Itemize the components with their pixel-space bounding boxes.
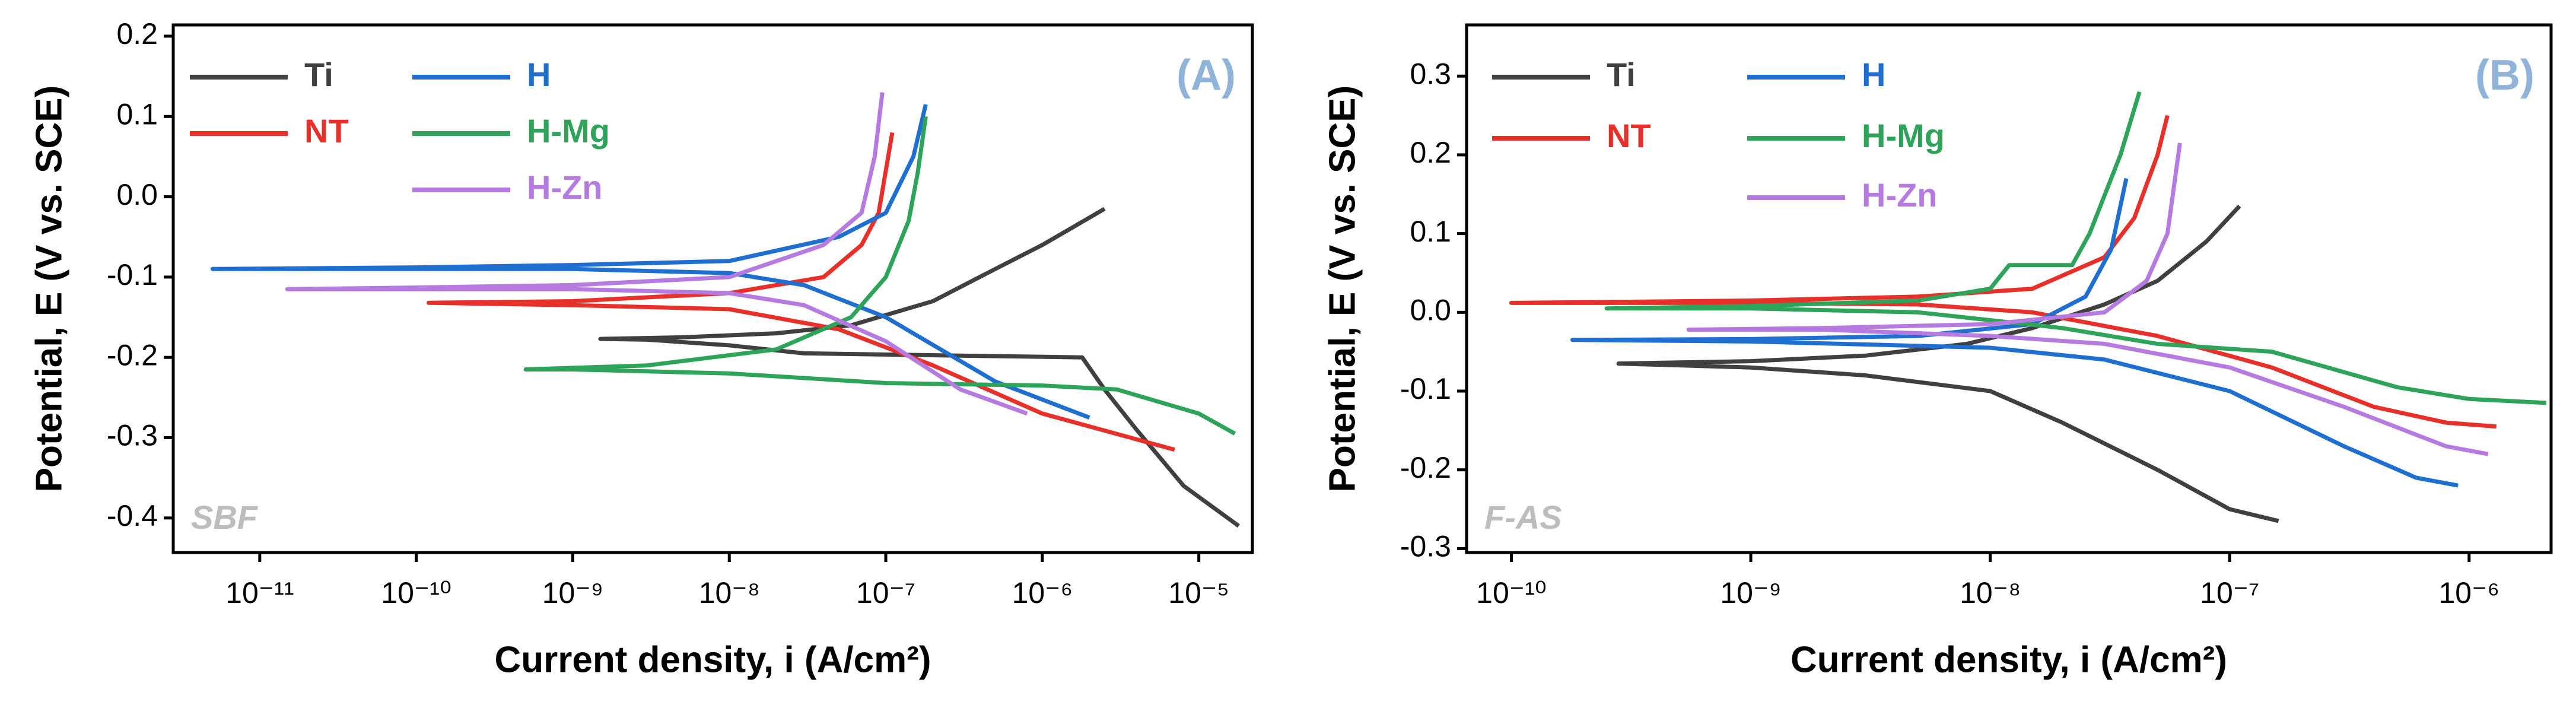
legend-label: H xyxy=(527,56,551,93)
curve xyxy=(598,207,1241,528)
legend-label: Ti xyxy=(1607,56,1636,93)
y-tick-label: -0.1 xyxy=(107,258,158,291)
legend-label: H-Mg xyxy=(527,112,610,150)
plot-frame xyxy=(1465,23,2553,554)
panel-label: (B) xyxy=(2475,52,2534,99)
y-tick-label: 0.3 xyxy=(1410,57,1451,90)
x-tick-label: 10⁻⁶ xyxy=(2439,576,2500,609)
y-tick-label: -0.2 xyxy=(1400,451,1451,484)
legend-label: Ti xyxy=(304,56,333,93)
curve xyxy=(1616,204,2279,523)
curve xyxy=(1686,142,2489,456)
y-tick-label: 0.2 xyxy=(1410,136,1451,169)
annotation: F-AS xyxy=(1484,499,1562,536)
x-tick-label: 10⁻⁵ xyxy=(1168,576,1229,609)
y-tick-label: 0.2 xyxy=(116,17,158,50)
y-axis-title: Potential, E (V vs. SCE) xyxy=(1322,85,1363,493)
y-tick-label: 0.0 xyxy=(1410,294,1451,327)
x-tick-label: 10⁻¹⁰ xyxy=(381,576,451,609)
y-tick-label: -0.4 xyxy=(107,499,158,532)
y-axis-title: Potential, E (V vs. SCE) xyxy=(28,85,69,493)
annotation: SBF xyxy=(191,499,259,536)
legend-label: NT xyxy=(1607,117,1651,154)
x-tick-label: 10⁻⁷ xyxy=(856,576,915,609)
legend-label: H-Mg xyxy=(1862,117,1945,154)
y-tick-label: 0.0 xyxy=(116,178,158,211)
y-tick-label: -0.1 xyxy=(1400,372,1451,405)
x-axis-title: Current density, i (A/cm²) xyxy=(494,639,931,680)
curve xyxy=(210,104,1090,420)
y-tick-label: -0.3 xyxy=(1400,530,1451,563)
x-tick-label: 10⁻⁹ xyxy=(542,576,603,609)
curve xyxy=(427,132,1175,452)
curve xyxy=(523,116,1236,436)
curve xyxy=(1604,91,2546,405)
y-tick-label: 0.1 xyxy=(1410,215,1451,248)
plot-frame xyxy=(171,23,1254,554)
panel: -0.4 -0.3 -0.2 -0.1 0.0 0.1 0.2 10⁻¹¹ 10⁻¹⁰ 10⁻⁹ 1… xyxy=(28,17,1254,680)
legend-label: H-Zn xyxy=(527,169,603,206)
curve xyxy=(1570,177,2459,488)
panel: -0.3 -0.2 -0.1 0.0 0.1 0.2 0.3 10⁻¹⁰ 10⁻⁹ 10⁻⁸ 10⁻… xyxy=(1322,23,2553,680)
legend-label: H-Zn xyxy=(1862,176,1938,214)
x-tick-label: 10⁻⁶ xyxy=(1012,576,1073,609)
panel-label: (A) xyxy=(1176,52,1236,99)
curve xyxy=(285,92,1028,416)
x-axis-title: Current density, i (A/cm²) xyxy=(1791,639,2227,680)
x-tick-label: 10⁻⁸ xyxy=(1960,576,2021,609)
legend-label: H xyxy=(1862,56,1885,93)
y-tick-label: -0.3 xyxy=(107,419,158,452)
x-tick-label: 10⁻⁹ xyxy=(1720,576,1781,609)
y-tick-label: 0.1 xyxy=(116,97,158,131)
y-tick-label: -0.2 xyxy=(107,338,158,372)
legend-label: NT xyxy=(304,112,349,150)
x-tick-label: 10⁻¹⁰ xyxy=(1476,576,1547,609)
x-tick-label: 10⁻¹¹ xyxy=(225,576,294,609)
x-tick-label: 10⁻⁷ xyxy=(2200,576,2259,609)
x-tick-label: 10⁻⁸ xyxy=(699,576,760,609)
curve xyxy=(1509,115,2497,429)
